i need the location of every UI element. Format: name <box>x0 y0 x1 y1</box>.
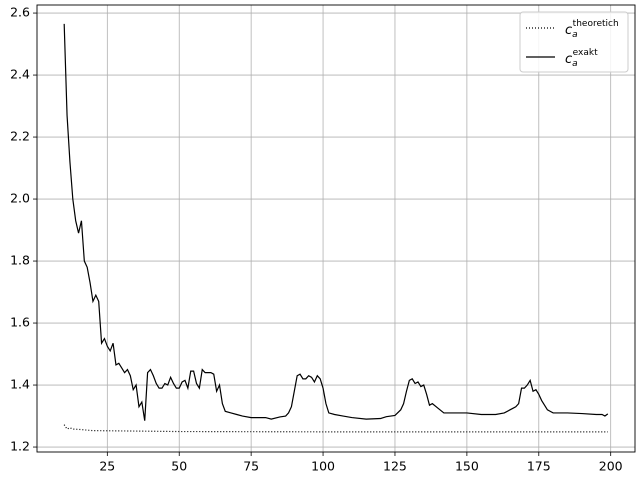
x-tick-label: 200 <box>599 459 623 474</box>
x-tick-label: 125 <box>383 459 407 474</box>
y-tick-label: 2.6 <box>10 5 30 20</box>
series-line <box>63 424 608 433</box>
legend-base: c <box>565 23 572 38</box>
x-tick-label: 25 <box>99 459 115 474</box>
legend-sup: theoretich <box>573 19 619 29</box>
y-tick-label: 1.4 <box>10 377 30 392</box>
x-tick-label: 150 <box>455 459 479 474</box>
legend-sub: a <box>572 30 578 40</box>
axes-frame <box>36 4 636 453</box>
y-tick-label: 2.0 <box>10 191 30 206</box>
x-tick-label: 50 <box>171 459 187 474</box>
x-tick-label: 175 <box>527 459 551 474</box>
legend-sup: exakt <box>573 48 598 58</box>
y-tick-label: 2.4 <box>10 67 30 82</box>
y-tick-label: 1.6 <box>10 315 30 330</box>
x-tick-label: 100 <box>311 459 335 474</box>
legend-sub: a <box>572 59 578 69</box>
x-tick-label: 75 <box>243 459 259 474</box>
series-line <box>63 23 609 421</box>
y-tick-label: 2.2 <box>10 129 30 144</box>
legend-label: catheoretich <box>565 19 619 40</box>
legend-label: caexakt <box>565 48 598 69</box>
y-tick-label: 1.2 <box>10 439 30 454</box>
y-tick-label: 1.8 <box>10 253 30 268</box>
legend-base: c <box>565 52 572 67</box>
